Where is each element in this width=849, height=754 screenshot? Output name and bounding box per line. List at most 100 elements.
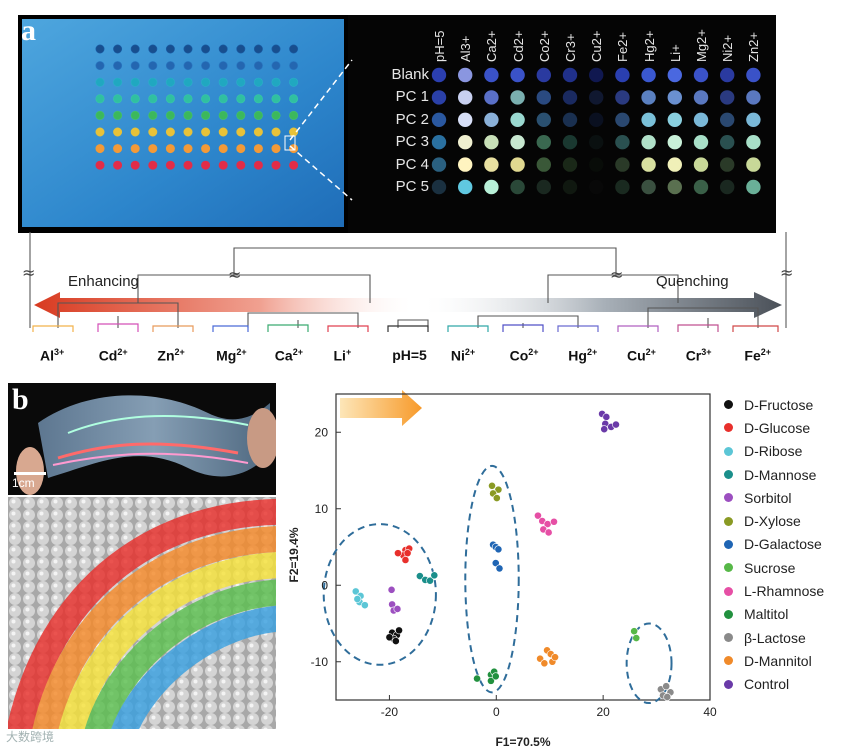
zoom-connector	[284, 59, 353, 201]
zoom-well	[720, 135, 735, 150]
plate-well	[236, 44, 246, 54]
legend-marker	[724, 400, 733, 410]
column-label: Mg2+	[694, 29, 709, 62]
zoom-well	[562, 179, 578, 195]
scatter-point	[387, 585, 396, 594]
enhancing-arrow	[34, 292, 410, 318]
zoom-line-top	[289, 59, 353, 141]
x-tick-label: 0	[493, 705, 500, 719]
panel-a-letter: a	[21, 14, 36, 47]
column-label: Co2+	[536, 30, 552, 62]
scatter-point	[360, 601, 369, 610]
column-label: Al3+	[458, 35, 474, 62]
dendrogram-leaf-label: Fe2+	[744, 347, 771, 364]
legend-item: Sorbitol	[724, 486, 824, 509]
x-tick-label: -20	[381, 705, 399, 719]
plate-well	[95, 144, 105, 154]
zoom-well	[667, 135, 682, 150]
plate-well	[95, 44, 105, 54]
zoom-well	[641, 179, 656, 195]
legend-marker	[724, 516, 733, 526]
scatter-point	[551, 653, 559, 662]
plate-well	[130, 144, 140, 154]
plate-well	[253, 160, 263, 170]
plate-well	[130, 77, 140, 87]
film-sheet	[38, 395, 270, 478]
zoom-well	[484, 112, 499, 128]
dendrogram-leaf-label: Cu2+	[627, 347, 656, 364]
scatter-point	[394, 549, 402, 558]
y-tick-label: 20	[315, 425, 329, 439]
legend-marker	[724, 423, 733, 433]
legend-label: L-Rhamnose	[744, 583, 825, 600]
zoom-well	[720, 179, 735, 195]
panel-b-letter: b	[12, 383, 29, 416]
scale-bar-label: 1cm	[12, 476, 35, 490]
dendrogram-leaf-label: Hg2+	[568, 347, 598, 364]
zoom-well	[431, 135, 447, 150]
plate-well	[183, 160, 193, 170]
zoom-well	[510, 90, 525, 105]
legend-item: D-Ribose	[724, 440, 824, 463]
column-label: Cr3+	[563, 33, 578, 62]
zoom-well	[693, 67, 709, 83]
scatter-point	[491, 672, 500, 681]
zoom-well	[562, 135, 578, 150]
plate-well	[165, 44, 175, 54]
zoom-well	[510, 179, 525, 195]
legend-label: D-Glucose	[744, 419, 811, 436]
scatter-point	[663, 693, 672, 701]
plate-well	[236, 61, 246, 71]
scatter-point	[540, 659, 549, 668]
legend-label: D-Ribose	[744, 443, 803, 460]
plate-well	[201, 160, 211, 170]
plate-well	[253, 77, 263, 87]
zoom-well	[484, 135, 499, 150]
cluster-ellipse	[322, 523, 437, 666]
legend-marker	[724, 539, 733, 549]
plate-well	[165, 127, 175, 137]
zoom-well	[431, 179, 447, 195]
plate-well	[218, 94, 228, 104]
scatter-point	[491, 559, 500, 567]
zoom-well	[720, 157, 735, 172]
plate-well	[165, 110, 175, 120]
zoom-well	[615, 157, 630, 172]
zoom-well	[431, 112, 447, 128]
plate-well	[148, 160, 158, 170]
legend-label: Sucrose	[744, 559, 796, 576]
plate-well	[289, 110, 299, 120]
scatter-point	[612, 420, 620, 429]
legend-item: D-Mannose	[724, 463, 824, 486]
plot-frame	[335, 393, 711, 701]
column-label: Zn2+	[746, 32, 762, 62]
plate-well	[236, 127, 246, 137]
plate-well	[148, 61, 158, 71]
legend-label: Maltitol	[744, 606, 789, 623]
plate-well	[183, 77, 193, 87]
legend-label: Sorbitol	[744, 489, 792, 506]
row-label: PC 3	[395, 133, 429, 151]
plate-well	[165, 61, 175, 71]
leaf-branch-cr	[677, 324, 719, 332]
zoom-well	[589, 179, 604, 195]
scatter-point	[353, 595, 362, 603]
dendrogram-leaves	[32, 323, 779, 332]
scatter-point	[600, 425, 609, 434]
plate-well	[218, 144, 228, 154]
zoom-well	[667, 67, 682, 83]
scatter-chart: -20 0 20 40 -10 0 10 20 F2=19.4% F1=70.5%	[287, 390, 717, 749]
zoom-well	[693, 179, 709, 195]
y-tick-label: 10	[315, 502, 329, 516]
zoom-well	[693, 135, 709, 150]
plate-well	[289, 61, 299, 71]
plate-well	[236, 110, 246, 120]
leaf-branch-cd	[97, 323, 139, 332]
plate-well	[253, 127, 263, 137]
plate-well	[113, 61, 123, 71]
flexible-film-image	[16, 395, 276, 495]
zoom-well	[510, 112, 525, 128]
zoom-well	[510, 67, 525, 83]
legend-marker	[724, 679, 733, 689]
plate-well	[113, 160, 123, 170]
